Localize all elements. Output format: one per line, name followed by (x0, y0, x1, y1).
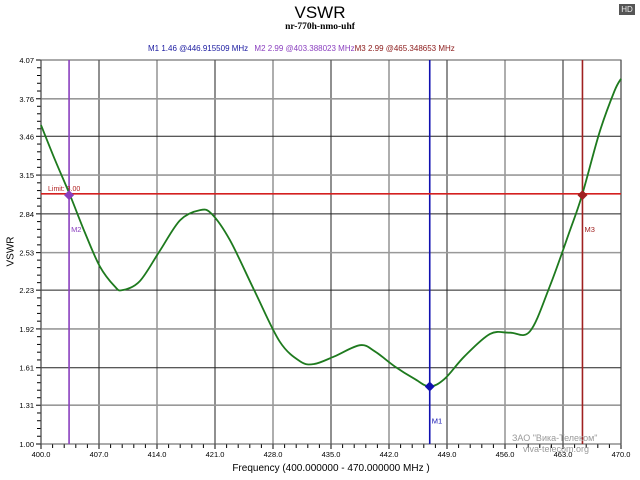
x-tick-label: 400.0 (32, 450, 51, 459)
x-tick-label: 442.0 (380, 450, 399, 459)
marker-diamond-m2 (64, 190, 75, 201)
x-tick-label: 414.0 (148, 450, 167, 459)
y-tick-label: 1.31 (19, 401, 34, 410)
x-tick-label: 456.0 (496, 450, 515, 459)
chart-subtitle: nr-770h-nmo-uhf (285, 22, 355, 32)
y-tick-label: 3.15 (19, 171, 34, 180)
x-tick-label: 449.0 (438, 450, 457, 459)
y-tick-label: 4.07 (19, 56, 34, 65)
y-tick-label: 2.53 (19, 249, 34, 258)
y-tick-label: 3.46 (19, 132, 34, 141)
y-axis-label: VSWR (5, 236, 17, 267)
marker-label-m3: M3 (584, 225, 594, 234)
y-tick-label: 3.76 (19, 95, 34, 104)
plot-frame (40, 59, 622, 445)
limit-label: Limit: 3.00 (48, 186, 80, 193)
watermark-company: ЗАО "Вика-Телеком" (512, 433, 598, 443)
marker-label-m1: M1 (432, 416, 442, 425)
x-tick-label: 463.0 (554, 450, 573, 459)
marker-label-m2: M2 (71, 225, 81, 234)
marker-m2-readout: M2 2.99 @403.388023 MHz (254, 44, 355, 53)
marker-m3-readout: M3 2.99 @465.348653 MHz (354, 44, 455, 53)
marker-m1-readout: M1 1.46 @446.915509 MHz (148, 44, 249, 53)
x-axis-label: Frequency (400.000000 - 470.000000 MHz ) (232, 463, 430, 474)
marker-diamond-m1 (424, 381, 435, 392)
hd-badge[interactable]: HD (619, 4, 635, 15)
x-tick-label: 470.0 (612, 450, 631, 459)
y-tick-label: 2.84 (19, 210, 34, 219)
x-tick-label: 421.0 (206, 450, 225, 459)
watermark-site: viva-telecom.org (523, 444, 590, 454)
marker-readout: M1 1.46 @446.915509 MHz M2 2.99 @403.388… (148, 44, 455, 53)
x-tick-label: 428.0 (264, 450, 283, 459)
x-tick-label: 435.0 (322, 450, 341, 459)
y-tick-label: 1.00 (19, 440, 34, 449)
marker-diamond-m3 (577, 190, 588, 201)
x-tick-label: 407.0 (90, 450, 109, 459)
vswr-trace (40, 78, 622, 388)
chart-title: VSWR (294, 3, 346, 22)
y-tick-label: 2.23 (19, 286, 34, 295)
y-tick-label: 1.61 (19, 364, 34, 373)
y-tick-label: 1.92 (19, 325, 34, 334)
